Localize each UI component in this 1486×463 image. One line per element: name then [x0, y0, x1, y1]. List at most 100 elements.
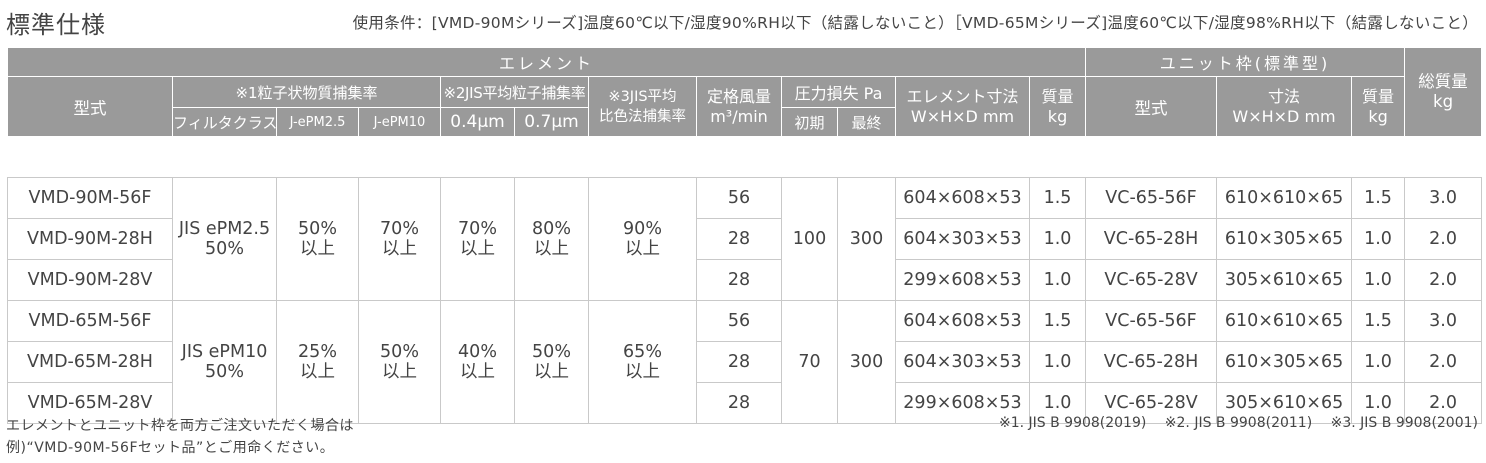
unit-dims-cell: 305×610×65: [1216, 259, 1353, 301]
unit-dims-label: 寸法: [1268, 86, 1301, 106]
unit-dims-unit: W×H×D mm: [1232, 106, 1336, 126]
epm10-suffix: 以上: [382, 362, 417, 382]
element-dims-cell: 604×303×53: [895, 218, 1030, 260]
size-04-value: 40%: [458, 342, 497, 362]
filter-class-cell: JIS ePM2.5 50%: [172, 177, 277, 301]
element-mass-header: 質量 kg: [1028, 76, 1087, 137]
size-07-suffix: 以上: [534, 362, 569, 382]
epm10-cell: 50% 以上: [358, 300, 441, 424]
filter-class-cell: JIS ePM10 50%: [172, 300, 277, 424]
capture3-label-b: 比色法捕集率: [599, 108, 686, 125]
order-note: エレメントとユニット枠を両方ご注文いただく場合は: [6, 418, 354, 434]
epm10-header: J-ePM10: [358, 107, 441, 137]
model-cell: VMD-65M-56F: [7, 300, 173, 342]
element-mass-cell: 1.0: [1028, 259, 1087, 301]
unit-mass-cell: 1.5: [1351, 300, 1406, 342]
colorimetric-suffix: 以上: [625, 362, 660, 382]
filter-class-rate: 50%: [205, 362, 244, 382]
epm25-cell: 50% 以上: [276, 177, 359, 301]
epm25-suffix: 以上: [300, 362, 335, 382]
epm10-value: 70%: [380, 219, 419, 239]
unit-model-header: 型式: [1085, 76, 1218, 137]
epm10-suffix: 以上: [382, 239, 417, 259]
unit-model-cell: VC-65-28H: [1085, 218, 1218, 260]
element-mass-cell: 1.5: [1028, 300, 1087, 342]
element-dims-cell: 604×303×53: [895, 341, 1030, 383]
total-mass-header: 総質量 kg: [1404, 47, 1483, 137]
epm25-cell: 25% 以上: [276, 300, 359, 424]
pressure-header: 圧力損失 Pa: [781, 76, 896, 108]
capture2-header: ※2JIS平均粒子捕集率: [440, 76, 589, 108]
pressure-initial-cell: 100: [781, 177, 838, 301]
element-mass-cell: 1.5: [1028, 177, 1087, 219]
order-example: 例)“VMD-90M-56Fセット品”とご用命ください。: [6, 440, 335, 456]
size-04-suffix: 以上: [460, 362, 495, 382]
size-04-suffix: 以上: [460, 239, 495, 259]
filter-class-header: フィルタクラス: [172, 107, 277, 137]
unit-mass-cell: 1.0: [1351, 382, 1406, 424]
filter-class-rate: 50%: [205, 239, 244, 259]
epm25-value: 25%: [298, 342, 337, 362]
total-mass-cell: 2.0: [1404, 341, 1483, 383]
table-row: VMD-90M-56F JIS ePM2.5 50% 50% 以上 70% 以上 70…: [7, 177, 1483, 301]
size-07-cell: 50% 以上: [514, 300, 589, 424]
unit-dims-cell: 610×305×65: [1216, 218, 1353, 260]
table-row: VMD-90M-28V 28 299×608×53 1.0 VC-65-28V …: [7, 259, 1483, 301]
unit-model-cell: VC-65-28V: [1085, 259, 1218, 301]
table-row: VMD-90M-28H 28 604×303×53 1.0 VC-65-28H …: [7, 218, 1483, 260]
capture3-label-a: ※3JIS平均: [608, 88, 677, 105]
model-cell: VMD-90M-28H: [7, 218, 173, 260]
unit-mass-unit: kg: [1368, 106, 1388, 126]
epm25-suffix: 以上: [300, 239, 335, 259]
airflow-unit: m³/min: [710, 106, 768, 126]
unit-frame-header: ユニット枠(標準型): [1085, 47, 1406, 77]
unit-dims-cell: 305×610×65: [1216, 382, 1353, 424]
model-cell: VMD-65M-28V: [7, 382, 173, 424]
reference-2: ※2. JIS B 9908(2011): [1164, 415, 1313, 431]
element-dims-cell: 299×608×53: [895, 259, 1030, 301]
unit-model-cell: VC-65-28V: [1085, 382, 1218, 424]
element-mass-label: 質量: [1041, 86, 1074, 106]
model-cell: VMD-90M-28V: [7, 259, 173, 301]
page-title: 標準仕様: [6, 11, 106, 39]
epm10-cell: 70% 以上: [358, 177, 441, 301]
model-header: 型式: [7, 76, 173, 137]
unit-mass-cell: 1.5: [1351, 177, 1406, 219]
element-mass-unit: kg: [1047, 106, 1068, 126]
element-mass-cell: 1.0: [1028, 382, 1087, 424]
airflow-cell: 28: [696, 341, 782, 383]
unit-model-cell: VC-65-56F: [1085, 177, 1218, 219]
total-mass-cell: 2.0: [1404, 382, 1483, 424]
table-row: VMD-65M-56F JIS ePM10 50% 25% 以上 50% 以上 40%…: [7, 300, 1483, 424]
table-row: VMD-65M-28V 28 299×608×53 1.0 VC-65-28V …: [7, 382, 1483, 424]
unit-dims-cell: 610×610×65: [1216, 300, 1353, 342]
reference-1: ※1. JIS B 9908(2019): [998, 415, 1147, 431]
total-mass-cell: 2.0: [1404, 218, 1483, 260]
size-04-value: 70%: [458, 219, 497, 239]
epm25-value: 50%: [298, 219, 337, 239]
element-dims-cell: 604×608×53: [895, 300, 1030, 342]
standard-references: ※1. JIS B 9908(2019) ※2. JIS B 9908(2011…: [985, 415, 1478, 431]
airflow-header: 定格風量 m³/min: [696, 76, 782, 137]
filter-class-value: JIS ePM2.5: [178, 219, 271, 239]
unit-mass-cell: 1.0: [1351, 218, 1406, 260]
size-04-header: 0.4μm: [440, 107, 515, 137]
airflow-cell: 28: [696, 218, 782, 260]
colorimetric-suffix: 以上: [625, 239, 660, 259]
pressure-initial-cell: 70: [781, 300, 838, 424]
airflow-cell: 56: [696, 300, 782, 342]
spec-table: エレメント ユニット枠(標準型) 総質量 kg 型式 ※1粒子状物質捕集率 ※2…: [6, 47, 1483, 424]
airflow-cell: 56: [696, 177, 782, 219]
total-mass-unit: kg: [1433, 92, 1454, 111]
usage-conditions: 使用条件：[VMD-90Mシリーズ]温度60℃以下/湿度90%RH以下（結露しな…: [352, 14, 1478, 32]
capture1-header: ※1粒子状物質捕集率: [172, 76, 441, 108]
unit-model-cell: VC-65-56F: [1085, 300, 1218, 342]
size-07-cell: 80% 以上: [514, 177, 589, 301]
element-dims-cell: 604×608×53: [895, 177, 1030, 219]
capture3-header: ※3JIS平均 比色法捕集率: [588, 76, 697, 137]
colorimetric-value: 90%: [623, 219, 662, 239]
total-mass-cell: 3.0: [1404, 177, 1483, 219]
size-07-value: 80%: [532, 219, 571, 239]
element-dims-header: エレメント寸法 W×H×D mm: [895, 76, 1030, 137]
unit-dims-cell: 610×610×65: [1216, 177, 1353, 219]
